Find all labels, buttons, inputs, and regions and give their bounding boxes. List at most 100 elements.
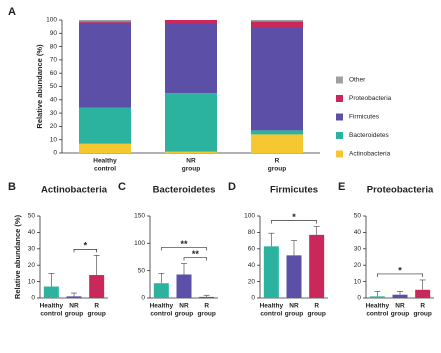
bar — [286, 255, 302, 298]
y-tick-label: 40 — [354, 229, 362, 236]
panel-title: Proteobacteria — [367, 185, 434, 196]
panel-letter: E — [338, 181, 345, 193]
x-tick-label: Healthy — [93, 158, 117, 165]
bar-segment — [165, 93, 217, 152]
x-tick-label: control — [366, 311, 388, 318]
bar-segment — [79, 143, 131, 153]
legend-swatch — [336, 113, 343, 121]
y-axis-label: Relative abundance (%) — [35, 44, 44, 129]
bar-segment — [165, 23, 217, 94]
x-tick-label: NR — [69, 303, 79, 310]
x-tick-label: Healthy — [366, 303, 390, 310]
bar — [263, 246, 279, 298]
y-tick-label: 60 — [50, 70, 58, 77]
x-tick-label: group — [65, 311, 83, 318]
bar-segment — [251, 20, 303, 22]
y-tick-label: 150 — [134, 213, 145, 220]
significance-bracket — [376, 273, 424, 277]
legend-swatch — [336, 150, 343, 158]
panel-letter: B — [8, 181, 16, 193]
bar-segment — [79, 21, 131, 23]
legend-label: Firmicutes — [349, 114, 380, 121]
legend-swatch — [336, 132, 343, 139]
significance-label: ** — [180, 239, 188, 249]
significance-label: * — [398, 265, 402, 275]
panel-title: Firmicutes — [270, 185, 318, 196]
y-tick-label: 0 — [141, 295, 145, 302]
significance-label: * — [292, 212, 296, 222]
x-tick-label: Healthy — [150, 303, 174, 310]
x-tick-label: group — [87, 311, 105, 318]
x-tick-label: R — [275, 158, 280, 165]
significance-label: ** — [192, 249, 200, 259]
y-tick-label: 50 — [50, 83, 58, 90]
significance-bracket — [160, 247, 208, 251]
bar — [415, 289, 431, 298]
x-tick-label: group — [175, 311, 193, 318]
x-tick-label: NR — [395, 303, 405, 310]
y-tick-label: 10 — [28, 278, 36, 285]
bar-segment — [165, 151, 217, 153]
x-tick-label: group — [307, 311, 325, 318]
legend-label: Bacteroidetes — [349, 132, 389, 139]
bar-segment — [79, 22, 131, 108]
x-tick-label: group — [182, 166, 200, 173]
bar-segment — [251, 21, 303, 28]
panel-letter: C — [118, 181, 126, 193]
y-tick-label: 30 — [50, 110, 58, 117]
bar — [199, 296, 215, 298]
y-tick-label: 0 — [251, 295, 255, 302]
x-tick-label: group — [391, 311, 409, 318]
y-tick-label: 30 — [354, 246, 362, 253]
y-tick-label: 50 — [354, 213, 362, 220]
x-tick-label: NR — [289, 303, 299, 310]
legend-label: Other — [349, 77, 366, 84]
y-tick-label: 70 — [50, 57, 58, 64]
bar-segment — [251, 134, 303, 153]
x-tick-label: R — [314, 303, 319, 310]
panel-title: Actinobacteria — [41, 185, 108, 196]
x-tick-label: Healthy — [40, 303, 64, 310]
bar-segment — [79, 107, 131, 144]
significance-bracket — [73, 249, 98, 253]
x-tick-label: R — [94, 303, 99, 310]
y-tick-label: 10 — [50, 136, 58, 143]
y-tick-label: 90 — [50, 30, 58, 37]
x-tick-label: R — [204, 303, 209, 310]
bar-segment — [79, 20, 131, 22]
bar — [43, 286, 59, 298]
significance-bracket — [183, 257, 208, 261]
legend-swatch — [336, 95, 343, 102]
panel-title: Bacteroidetes — [153, 185, 216, 196]
y-tick-label: 40 — [248, 262, 256, 269]
legend-swatch — [336, 76, 343, 84]
x-tick-label: group — [285, 311, 303, 318]
y-tick-label: 80 — [248, 229, 256, 236]
y-tick-label: 60 — [248, 246, 256, 253]
y-tick-label: 0 — [357, 295, 361, 302]
bar — [392, 294, 408, 298]
y-tick-label: 50 — [28, 213, 36, 220]
bar — [369, 296, 385, 298]
x-tick-label: NR — [186, 158, 196, 165]
x-tick-label: group — [197, 311, 215, 318]
y-tick-label: 100 — [46, 17, 57, 24]
bar — [153, 283, 169, 298]
bar-segment — [251, 130, 303, 135]
y-tick-label: 10 — [354, 278, 362, 285]
y-tick-label: 40 — [50, 97, 58, 104]
x-tick-label: Healthy — [260, 303, 284, 310]
x-tick-label: control — [94, 166, 116, 173]
x-tick-label: control — [40, 311, 62, 318]
bar — [89, 275, 105, 298]
x-tick-label: control — [260, 311, 282, 318]
y-tick-label: 50 — [138, 267, 146, 274]
x-tick-label: group — [413, 311, 431, 318]
bar — [309, 234, 325, 298]
y-tick-label: 20 — [248, 278, 256, 285]
y-tick-label: 0 — [53, 150, 57, 157]
bar — [66, 296, 82, 298]
y-axis-label: Relative abundance (%) — [13, 214, 22, 299]
x-tick-label: group — [268, 166, 286, 173]
